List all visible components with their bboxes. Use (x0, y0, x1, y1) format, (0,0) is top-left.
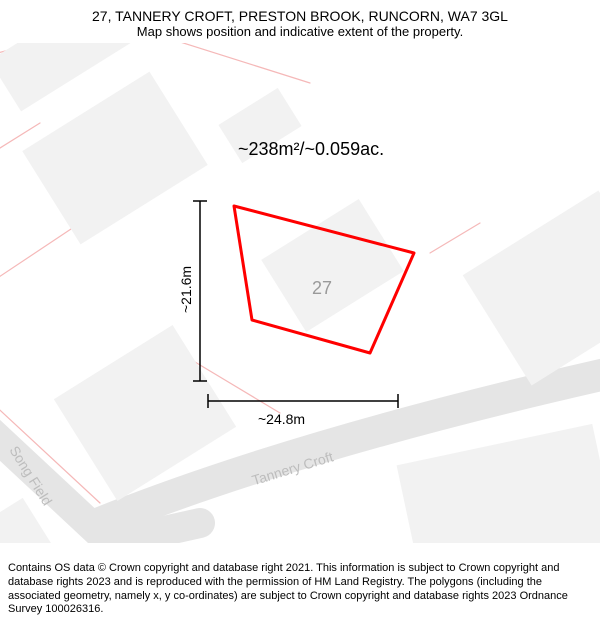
road-line (430, 223, 480, 253)
dimension-vertical-label: ~21.6m (178, 266, 194, 313)
plot-number: 27 (312, 278, 332, 299)
map-area: ~238m²/~0.059ac. ~21.6m ~24.8m 27 Song F… (0, 43, 600, 543)
building-shape (22, 72, 207, 245)
map-subtitle: Map shows position and indicative extent… (10, 24, 590, 39)
area-label: ~238m²/~0.059ac. (238, 139, 384, 160)
map-title: 27, TANNERY CROFT, PRESTON BROOK, RUNCOR… (10, 8, 590, 24)
road-line (0, 223, 80, 303)
building-shape (397, 424, 600, 543)
building-shape (463, 190, 600, 385)
copyright-footer: Contains OS data © Crown copyright and d… (0, 556, 600, 625)
header: 27, TANNERY CROFT, PRESTON BROOK, RUNCOR… (0, 0, 600, 43)
dimension-horizontal-label: ~24.8m (258, 411, 305, 427)
